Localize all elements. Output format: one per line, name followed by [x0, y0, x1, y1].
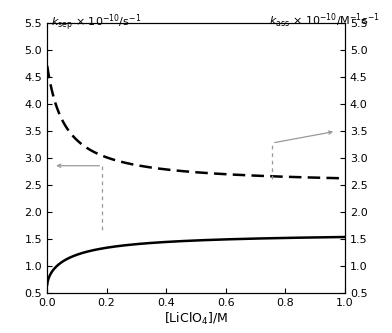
X-axis label: [LiClO$_4$]/M: [LiClO$_4$]/M	[164, 311, 228, 327]
Text: $k_\mathrm{ass}$ × 10$^{-10}$/M$^{-1}$s$^{-1}$: $k_\mathrm{ass}$ × 10$^{-10}$/M$^{-1}$s$…	[269, 12, 380, 30]
Text: $k_\mathrm{sep}$ × 10$^{-10}$/s$^{-1}$: $k_\mathrm{sep}$ × 10$^{-10}$/s$^{-1}$	[51, 12, 141, 33]
